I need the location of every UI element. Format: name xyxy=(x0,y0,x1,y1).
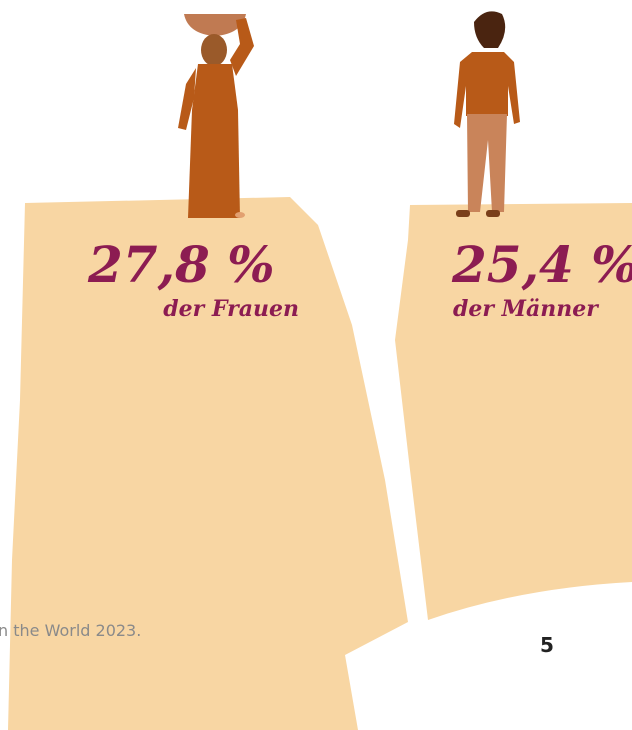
woman-figure xyxy=(178,14,254,218)
percent-men: 25,4 % xyxy=(451,235,632,294)
label-women: der Frauen xyxy=(163,296,299,322)
man-figure xyxy=(454,11,520,217)
left-cliff xyxy=(8,197,408,730)
right-cliff xyxy=(395,203,632,620)
percent-women: 27,8 % xyxy=(87,235,275,294)
source-note: n the World 2023. xyxy=(0,621,141,640)
label-men: der Männer xyxy=(453,296,599,322)
page-number: 5 xyxy=(540,633,554,657)
